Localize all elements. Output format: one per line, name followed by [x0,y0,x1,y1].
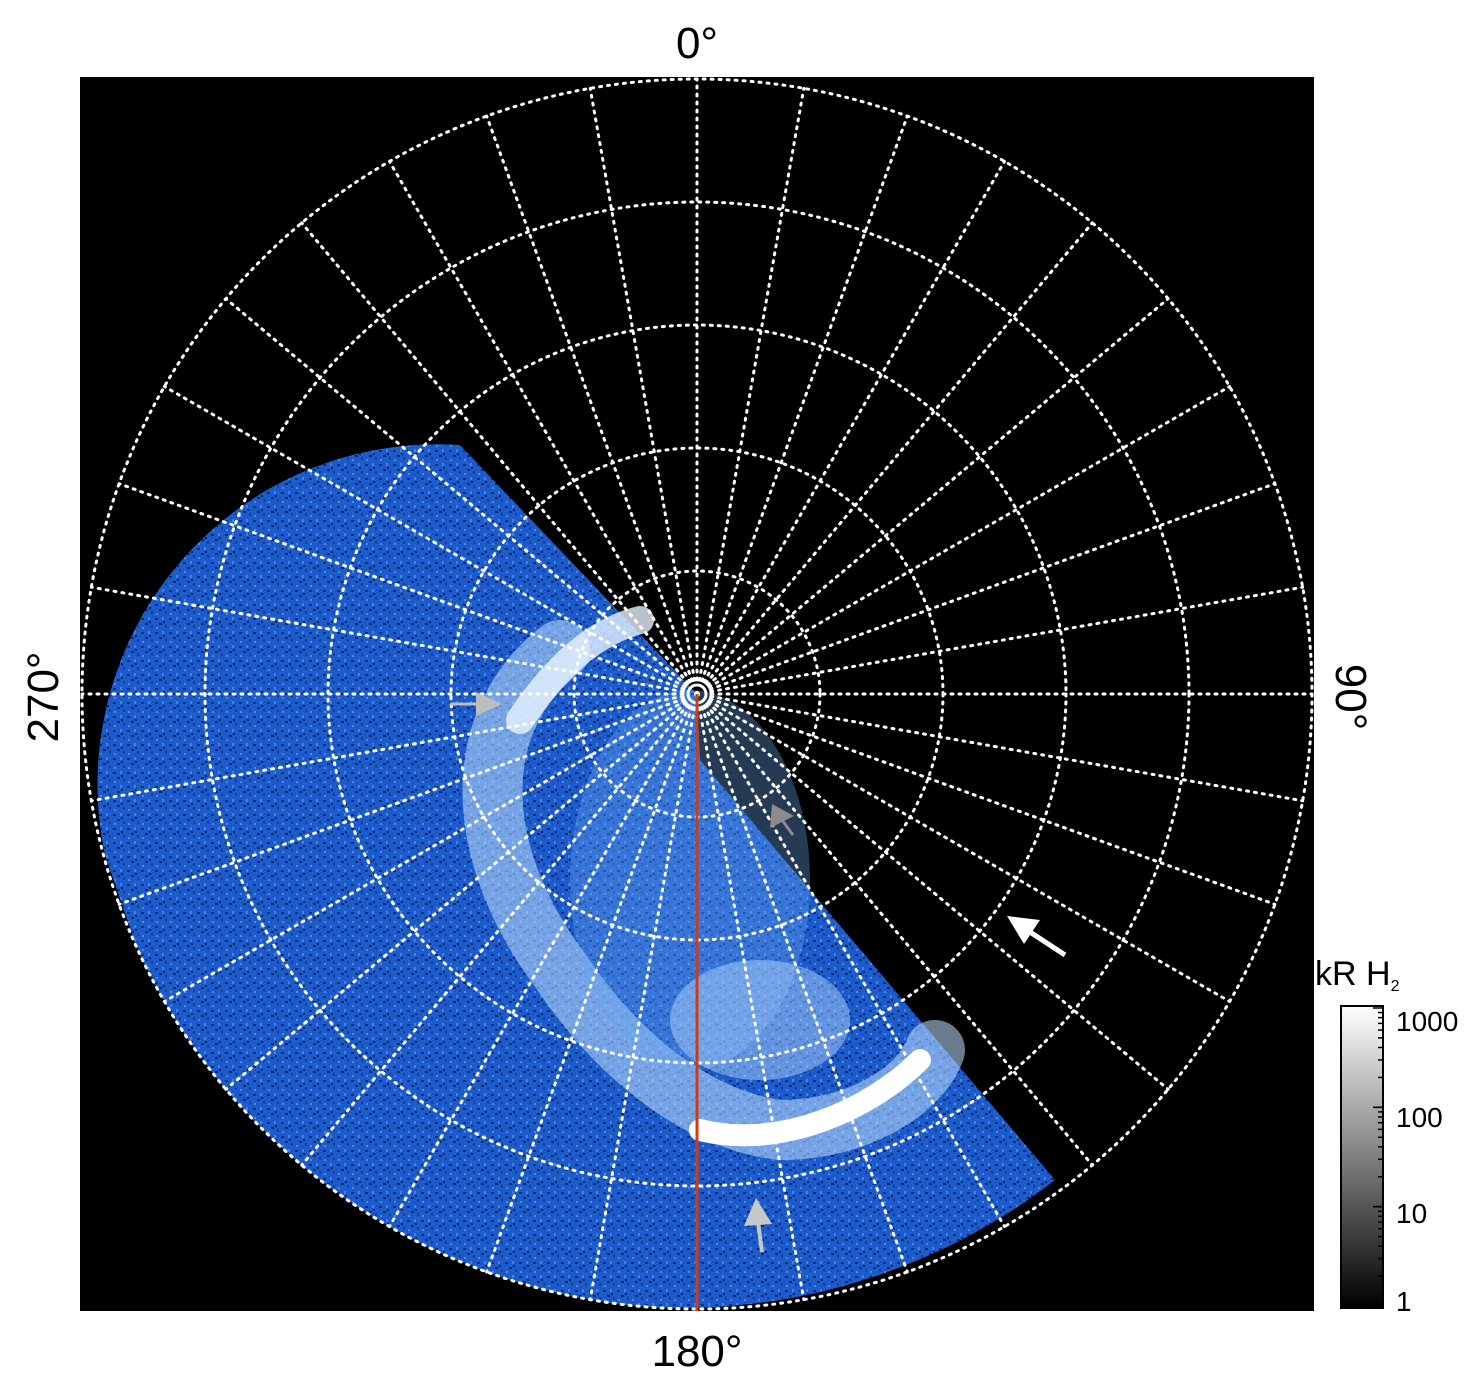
label-90-deg: 90° [1326,664,1375,731]
colorbar-gradient [1340,1005,1384,1309]
white-arrow [1007,916,1067,958]
auroral-emission-region [97,444,1056,1308]
label-0-deg: 0° [676,19,718,68]
colorbar-ticks [1373,1007,1383,1307]
colorbar-tick-1: 1 [1396,1286,1412,1317]
colorbar: kR H2 1000 100 10 1 [1315,955,1458,1317]
label-270-deg: 270° [19,651,68,742]
colorbar-tick-100: 100 [1396,1102,1443,1133]
grey-arrow-pole [770,804,795,836]
colorbar-tick-1000: 1000 [1396,1006,1458,1037]
colorbar-tick-10: 10 [1396,1198,1427,1229]
grey-arrow-dusk [450,692,502,716]
grey-arrow-dawn [744,1198,772,1253]
colorbar-title: kR H2 [1315,955,1400,995]
label-180-deg: 180° [651,1327,742,1376]
latitude-circle [203,200,1191,1188]
